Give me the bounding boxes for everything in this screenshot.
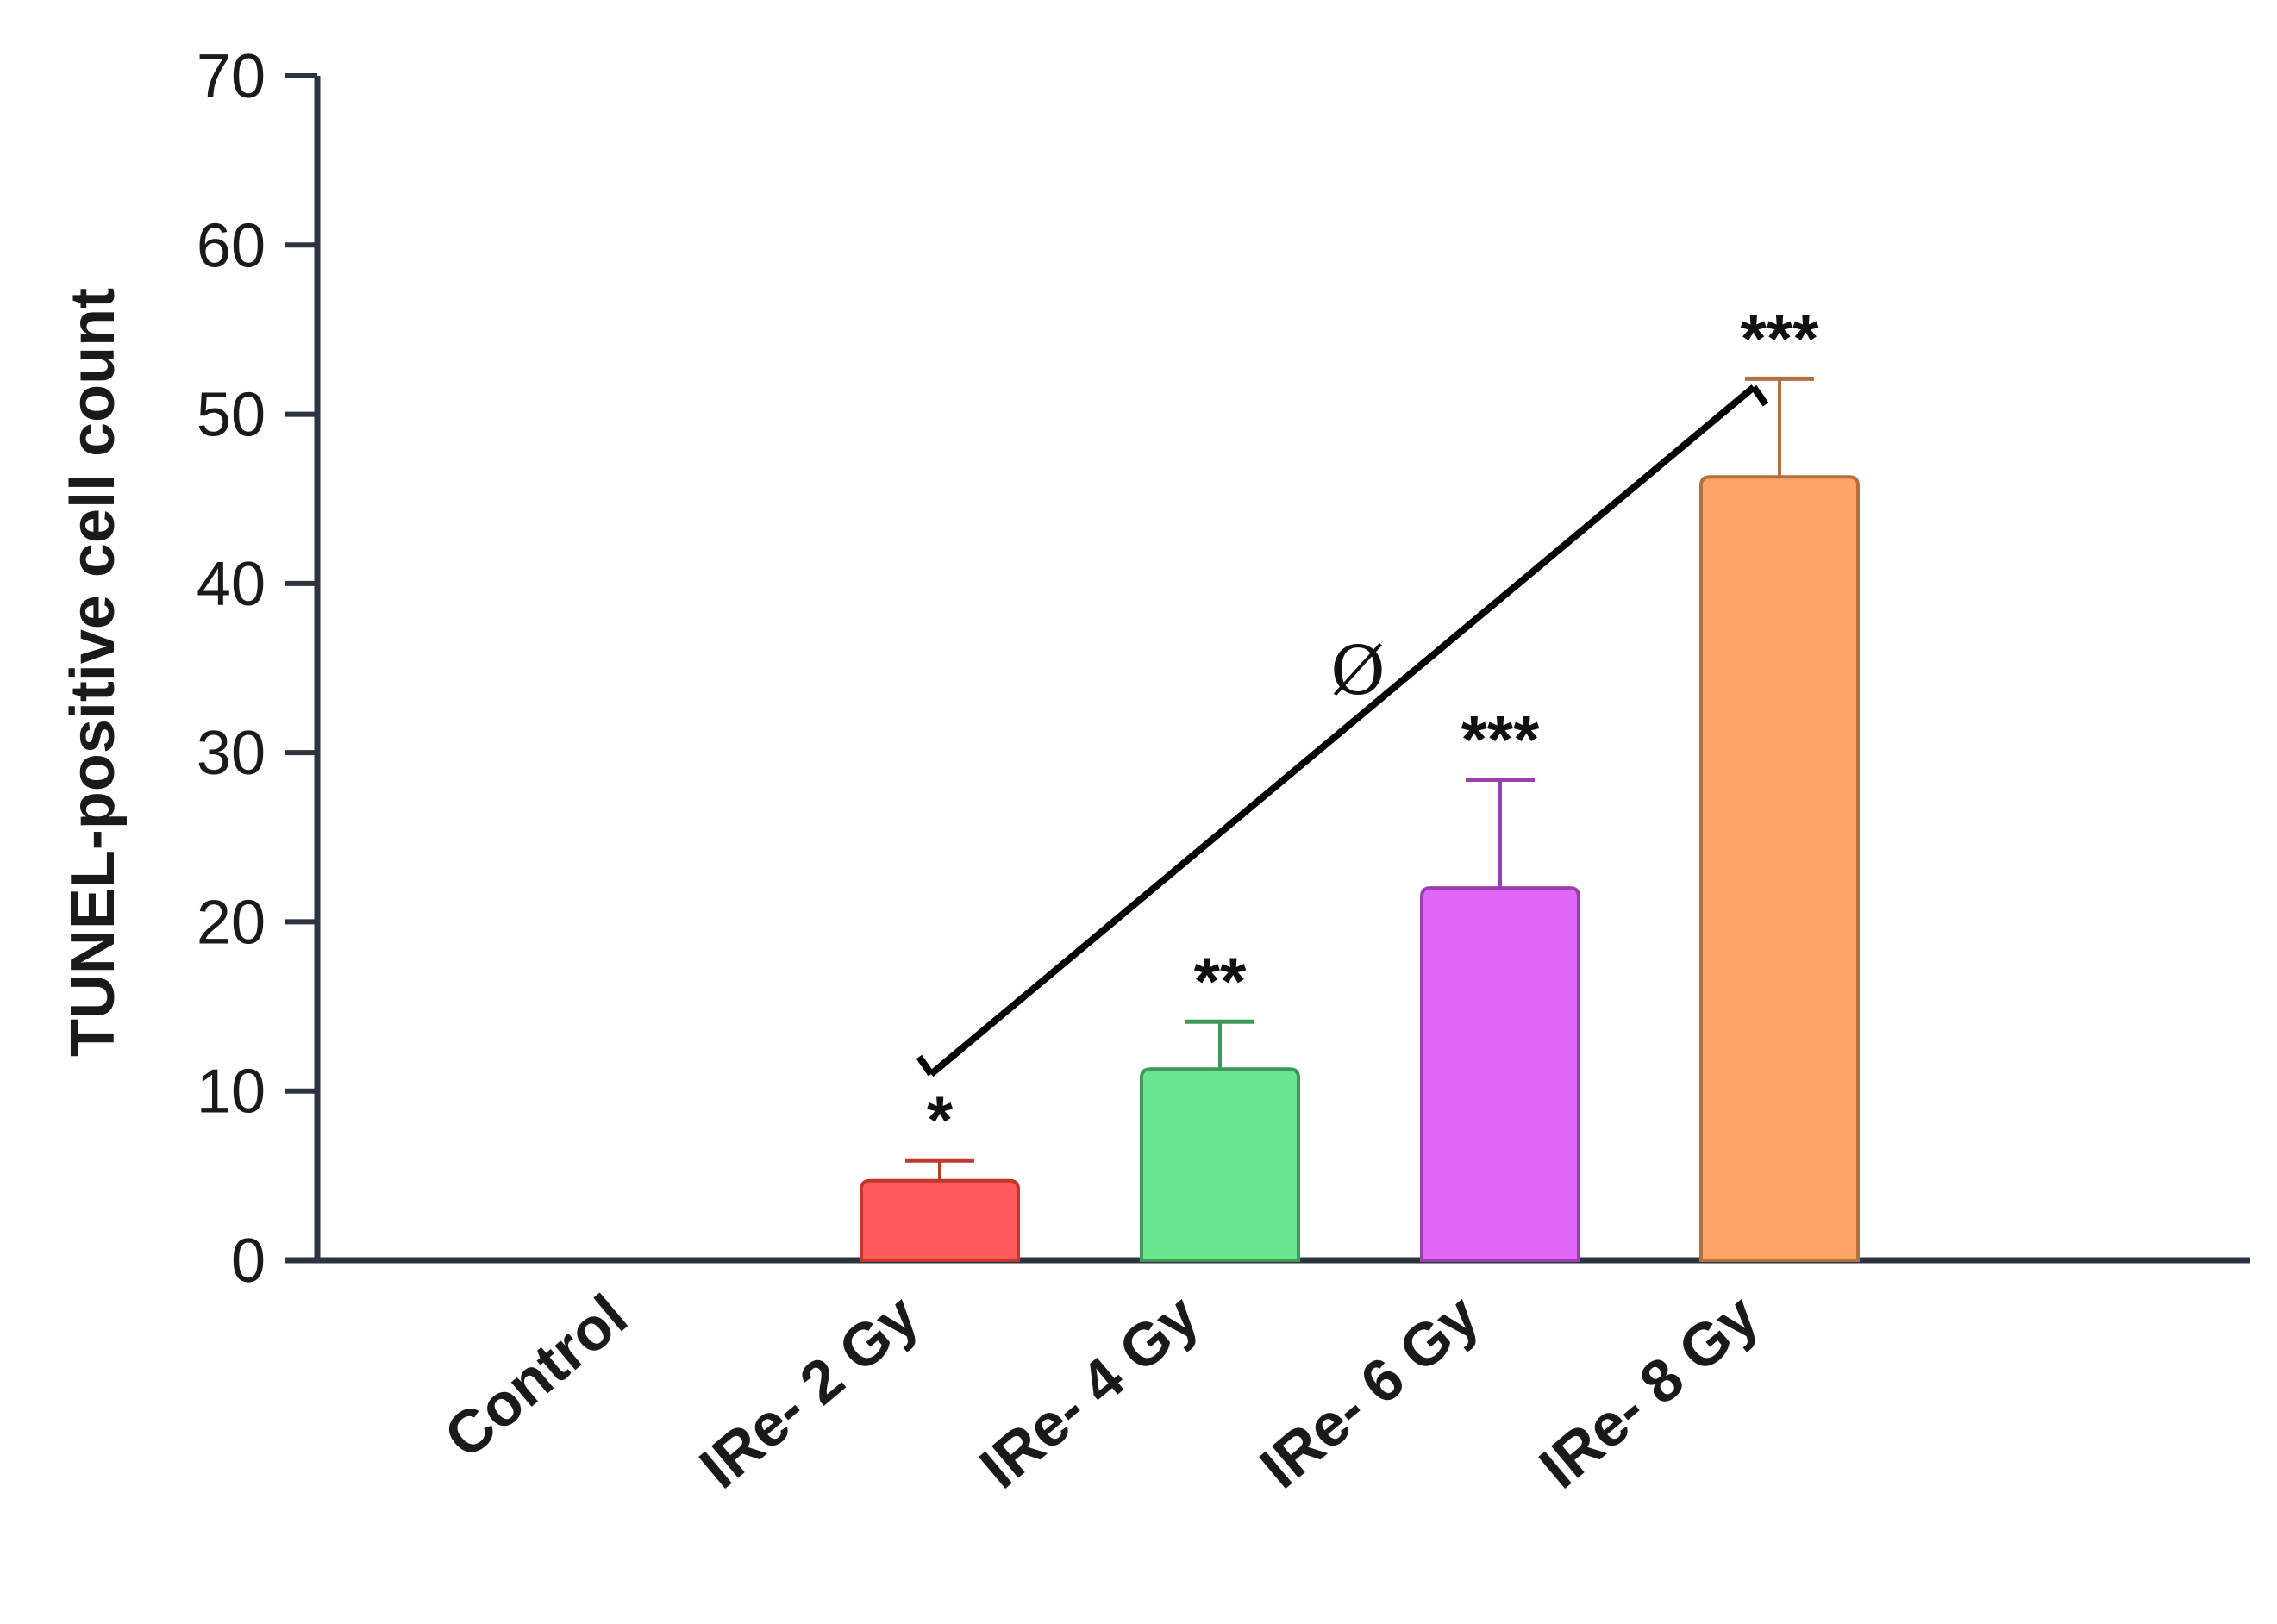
comparison-label: Ø xyxy=(1330,633,1386,710)
y-tick-label: 60 xyxy=(197,211,266,280)
comparison-bracket-line xyxy=(929,384,1756,1077)
y-tick-label: 70 xyxy=(197,42,266,111)
y-tick-label: 0 xyxy=(231,1227,266,1296)
significance-label: ** xyxy=(1194,943,1247,1019)
x-category-label: IRe- 8 Gy xyxy=(1527,1282,1771,1502)
bar xyxy=(1140,1067,1300,1262)
comparison-bracket-end xyxy=(1750,384,1769,407)
bar xyxy=(1699,475,1860,1262)
x-category-label: IRe- 6 Gy xyxy=(1248,1282,1492,1502)
significance-label: * xyxy=(927,1082,954,1158)
y-tick-label: 20 xyxy=(197,888,266,957)
x-category-label: IRe- 4 Gy xyxy=(967,1282,1211,1502)
x-category-label: Control xyxy=(432,1282,640,1471)
y-axis-title: TUNEL-positive cell count xyxy=(59,288,128,1057)
bar xyxy=(1420,886,1580,1262)
y-tick-label: 50 xyxy=(197,381,266,450)
x-category-label: IRe- 2 Gy xyxy=(687,1282,931,1502)
y-tick-label: 10 xyxy=(197,1058,266,1127)
axes: 0 10 20 30 40 50 60 70 Control IRe- 2 Gy IRe- 4 Gy… xyxy=(197,42,2250,1502)
bar xyxy=(860,1178,1020,1262)
y-tick-label: 40 xyxy=(197,550,266,619)
annotations: *********Ø xyxy=(916,300,1819,1158)
significance-label: *** xyxy=(1461,702,1540,778)
bars xyxy=(860,376,1860,1262)
significance-label: *** xyxy=(1740,300,1819,376)
comparison-bracket-end xyxy=(916,1054,935,1077)
y-tick-label: 30 xyxy=(197,719,266,788)
